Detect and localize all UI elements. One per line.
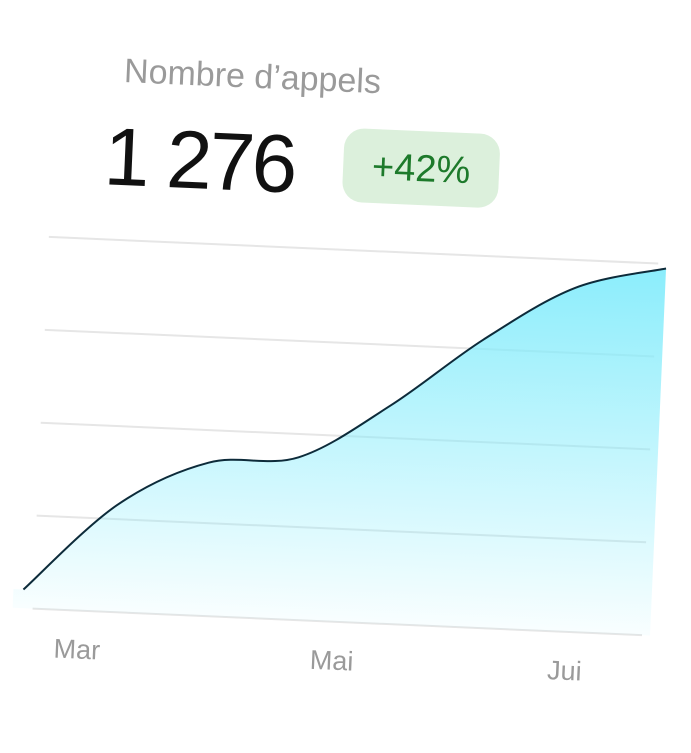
x-label: Mar [53,634,101,666]
total: 1 276 [102,111,296,210]
widget: Nombre d’appels 1 276 +42% Mar Mai Jui [12,52,667,687]
grid-line [48,235,659,265]
x-label: Mai [309,645,354,677]
x-label: Jui [546,655,582,686]
change-value: +42% [371,146,471,192]
area-fill [12,268,667,636]
change-badge [342,128,500,208]
title: Nombre d’appels [123,52,381,101]
line [22,267,667,591]
